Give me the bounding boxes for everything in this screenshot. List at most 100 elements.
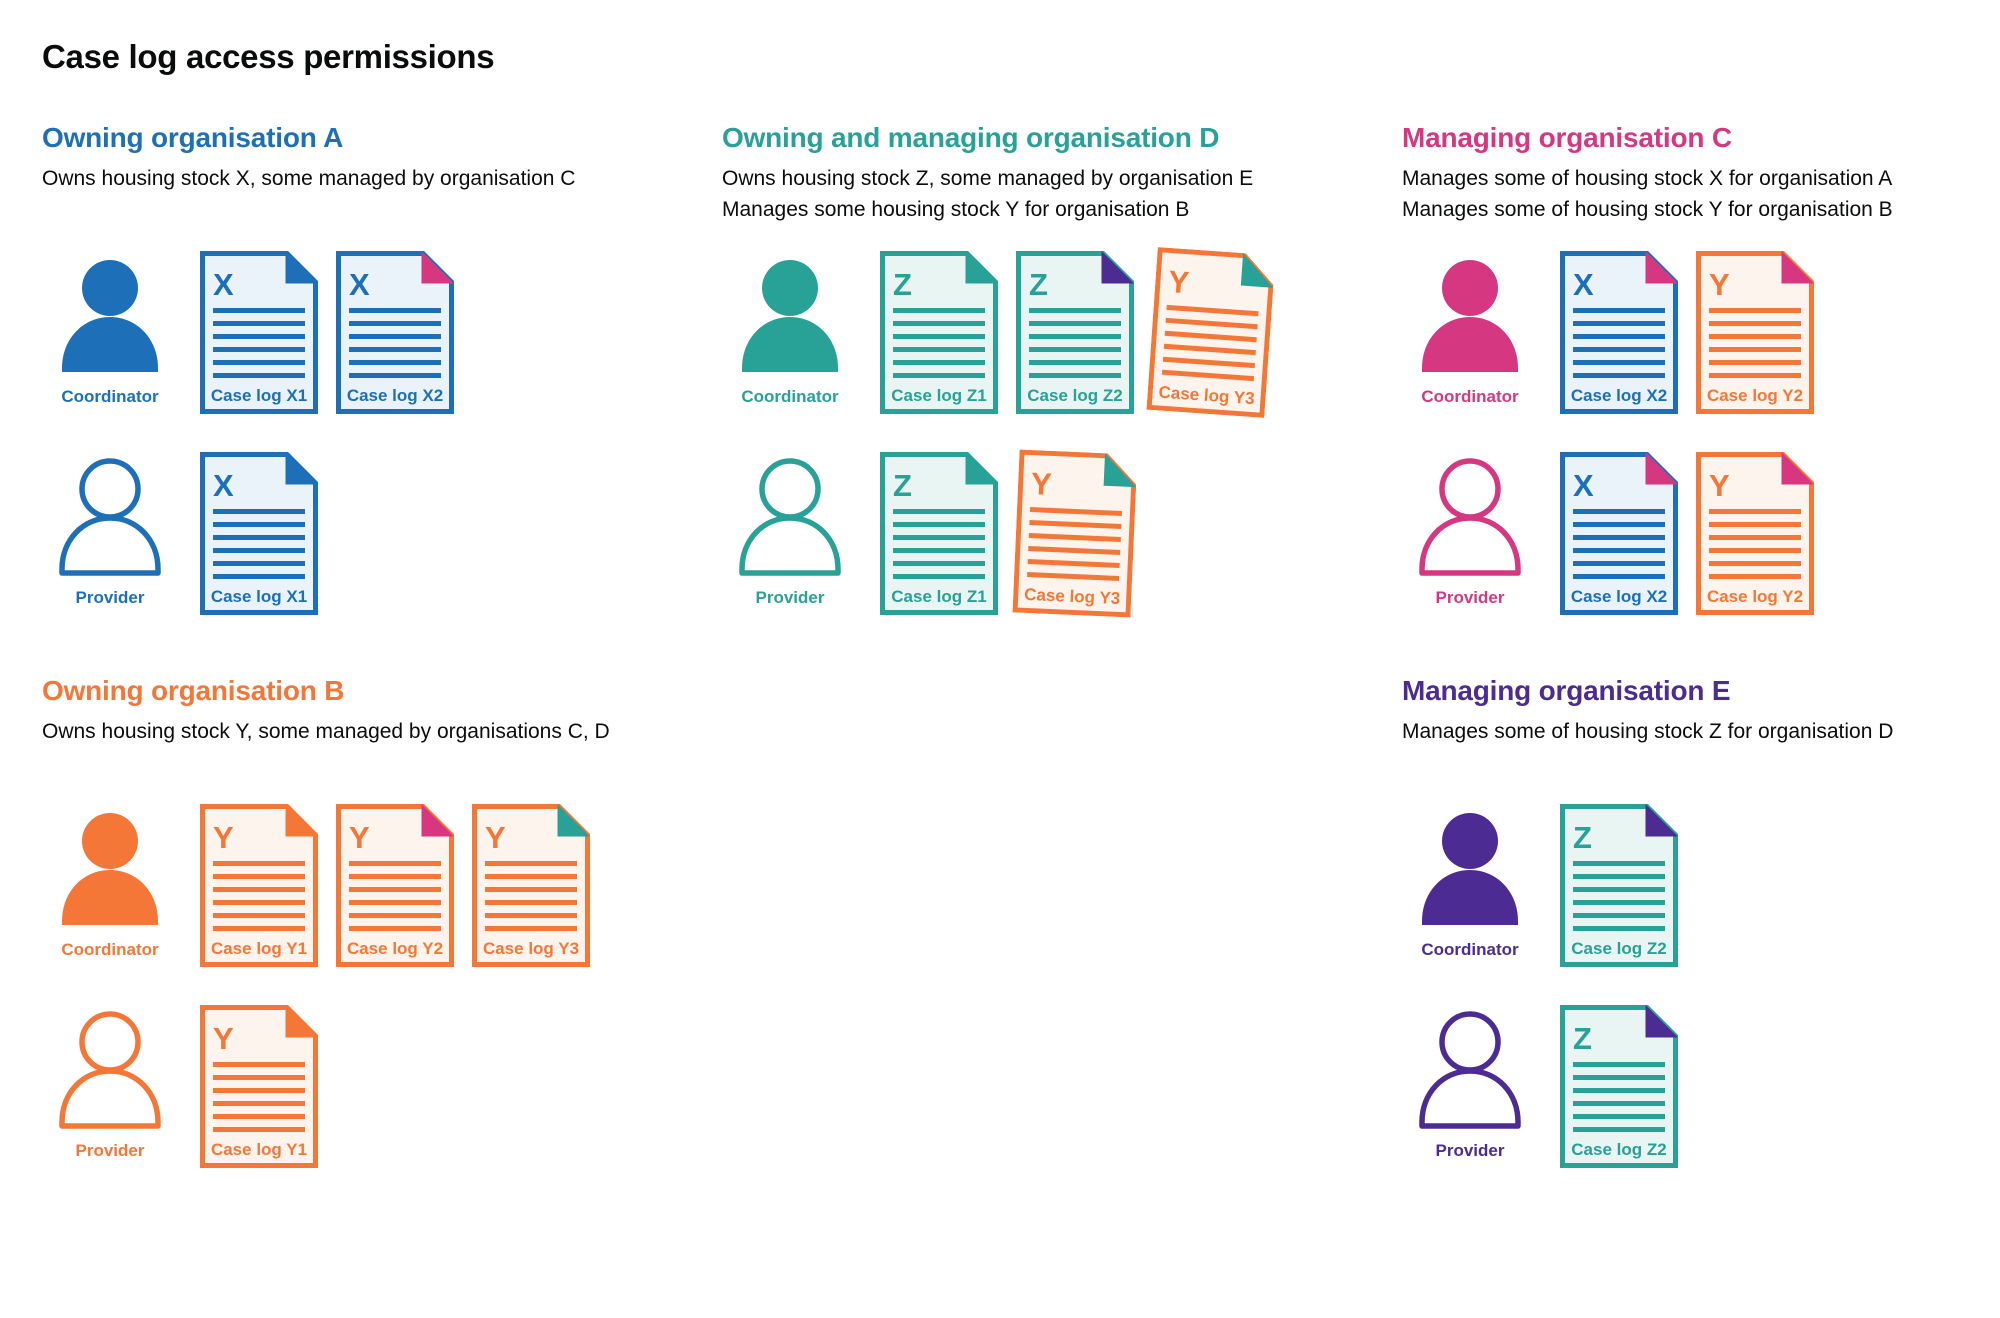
doc-line bbox=[1709, 334, 1801, 339]
section-description-line: Manages some housing stock Y for organis… bbox=[722, 198, 1190, 221]
doc-line bbox=[1029, 520, 1122, 530]
doc-corner-fold bbox=[1781, 251, 1814, 284]
doc-corner-fold bbox=[1101, 251, 1134, 284]
doc-corner-fold bbox=[965, 452, 998, 485]
doc-line bbox=[1573, 548, 1665, 553]
coordinator-icon bbox=[1422, 260, 1518, 372]
case-log-documents: X Case log X2 Y Case log Y2 bbox=[1560, 452, 1814, 615]
role-label: Coordinator bbox=[61, 387, 159, 406]
role-label: Coordinator bbox=[741, 387, 839, 406]
doc-line bbox=[1028, 532, 1121, 543]
doc-line bbox=[349, 913, 441, 918]
doc-line bbox=[485, 874, 577, 879]
doc-corner-fold bbox=[1103, 453, 1137, 488]
doc-line bbox=[1573, 373, 1665, 378]
doc-label: Case log Y2 bbox=[1707, 587, 1803, 606]
doc-page bbox=[472, 804, 590, 967]
permission-row-coordinator: Coordinator Z Case log Z1 Z Case log Z2 … bbox=[722, 247, 1402, 418]
doc-label: Case log X2 bbox=[1571, 386, 1667, 405]
doc-line bbox=[1573, 522, 1665, 527]
section-description: Owns housing stock Y, some managed by or… bbox=[42, 716, 722, 780]
doc-corner-fold bbox=[285, 251, 318, 284]
doc-line bbox=[1573, 308, 1665, 313]
doc-line bbox=[1573, 574, 1665, 579]
doc-line bbox=[213, 1101, 305, 1106]
doc-corner-fold bbox=[1645, 804, 1678, 837]
role-label: Provider bbox=[75, 1141, 145, 1160]
doc-line bbox=[1573, 360, 1665, 365]
section-description-line: Manages some of housing stock X for orga… bbox=[1402, 167, 1893, 190]
coordinator-icon bbox=[1422, 813, 1518, 925]
doc-line bbox=[1709, 360, 1801, 365]
doc-label: Case log Z1 bbox=[891, 386, 986, 405]
doc-line bbox=[1573, 535, 1665, 540]
doc-line bbox=[1709, 548, 1801, 553]
role-label: Coordinator bbox=[1421, 940, 1519, 959]
section-description-line: Owns housing stock Z, some managed by or… bbox=[722, 167, 1254, 190]
case-log-document-icon: Z Case log Z2 bbox=[1560, 1005, 1678, 1168]
case-log-document-icon: Y Case log Y1 bbox=[200, 804, 318, 967]
doc-stock-letter: Y bbox=[213, 820, 234, 855]
doc-line bbox=[893, 360, 985, 365]
doc-line bbox=[349, 887, 441, 892]
section-title: Owning organisation B bbox=[42, 675, 345, 706]
doc-stock-letter: X bbox=[1573, 468, 1594, 503]
doc-stock-letter: Y bbox=[1709, 267, 1730, 302]
doc-line bbox=[1573, 347, 1665, 352]
case-log-documents: X Case log X1 bbox=[200, 452, 318, 615]
doc-stock-letter: Y bbox=[213, 1021, 234, 1056]
doc-page bbox=[1016, 251, 1134, 414]
doc-page bbox=[880, 452, 998, 615]
section-description-line: Owns housing stock X, some managed by or… bbox=[42, 167, 576, 190]
doc-page bbox=[336, 251, 454, 414]
doc-line bbox=[1573, 1114, 1665, 1119]
doc-label: Case log X2 bbox=[347, 386, 443, 405]
case-log-documents: Z Case log Z1 Z Case log Z2 Y Case log Y… bbox=[880, 247, 1274, 418]
doc-corner-fold bbox=[285, 452, 318, 485]
provider-block: Provider bbox=[1402, 1011, 1538, 1161]
doc-stock-letter: Z bbox=[893, 468, 912, 503]
section-title: Managing organisation C bbox=[1402, 122, 1732, 153]
doc-line bbox=[213, 887, 305, 892]
provider-icon bbox=[1419, 458, 1521, 576]
doc-page bbox=[200, 452, 318, 615]
doc-line bbox=[213, 360, 305, 365]
doc-line bbox=[349, 360, 441, 365]
doc-line bbox=[349, 926, 441, 931]
doc-line bbox=[213, 900, 305, 905]
doc-line bbox=[349, 373, 441, 378]
doc-stock-letter: Y bbox=[349, 820, 370, 855]
case-log-document-icon: X Case log X1 bbox=[200, 251, 318, 414]
section-org-a: Owning organisation A Owns housing stock … bbox=[42, 122, 722, 615]
doc-line bbox=[1573, 1088, 1665, 1093]
permission-rows: Coordinator X Case log X2 Y Case log Y2 … bbox=[1402, 251, 2000, 615]
case-log-document-icon: Y Case log Y2 bbox=[1696, 452, 1814, 615]
doc-corner-fold bbox=[1645, 251, 1678, 284]
doc-line bbox=[1165, 317, 1258, 330]
doc-stock-letter: Z bbox=[893, 267, 912, 302]
doc-line bbox=[349, 900, 441, 905]
doc-stock-letter: Y bbox=[1709, 468, 1730, 503]
doc-page bbox=[200, 1005, 318, 1168]
permission-row-coordinator: Coordinator X Case log X2 Y Case log Y2 bbox=[1402, 251, 2000, 414]
doc-corner-fold bbox=[285, 1005, 318, 1038]
case-log-document-icon: X Case log X2 bbox=[336, 251, 454, 414]
doc-line bbox=[213, 548, 305, 553]
doc-line bbox=[1027, 571, 1120, 581]
doc-corner-fold bbox=[421, 804, 454, 837]
case-log-document-icon: X Case log X2 bbox=[1560, 452, 1678, 615]
doc-line bbox=[1709, 574, 1801, 579]
doc-line bbox=[213, 1075, 305, 1080]
doc-line bbox=[349, 334, 441, 339]
coordinator-block: Coordinator bbox=[42, 257, 178, 407]
doc-page bbox=[1560, 251, 1678, 414]
doc-line bbox=[213, 561, 305, 566]
section-description-line: Manages some of housing stock Y for orga… bbox=[1402, 198, 1893, 221]
doc-line bbox=[1164, 330, 1257, 343]
doc-line bbox=[1709, 509, 1801, 514]
doc-line bbox=[1709, 308, 1801, 313]
doc-line bbox=[213, 373, 305, 378]
doc-line bbox=[1573, 926, 1665, 931]
permission-rows: Coordinator Z Case log Z2 Provider Z Cas… bbox=[1402, 804, 2000, 1168]
provider-icon bbox=[1419, 1011, 1521, 1129]
